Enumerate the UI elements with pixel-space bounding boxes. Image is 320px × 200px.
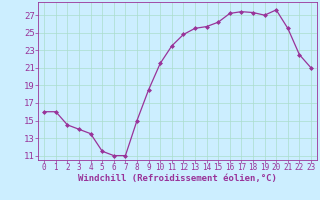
X-axis label: Windchill (Refroidissement éolien,°C): Windchill (Refroidissement éolien,°C) bbox=[78, 174, 277, 183]
